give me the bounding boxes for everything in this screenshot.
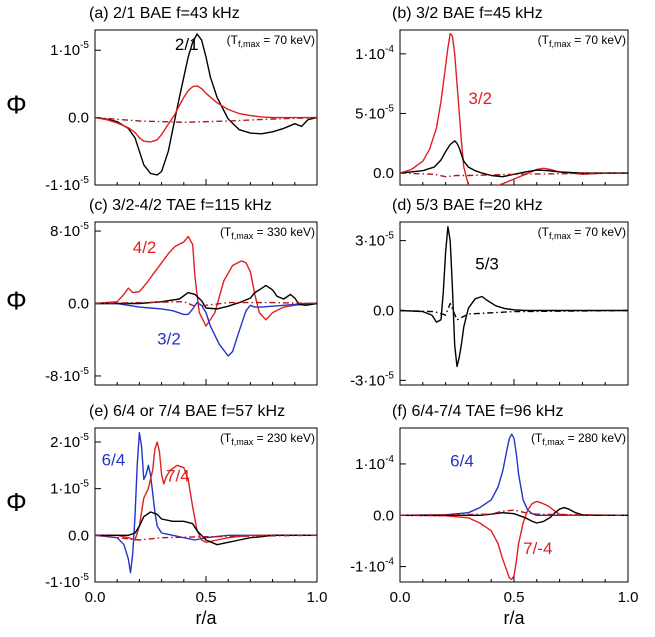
panel-d-y-tick-label: 3·10-5 [355, 231, 394, 250]
panel-d-y-tick-label: -3·10-5 [350, 370, 394, 389]
panel-e-ylabel: Φ [6, 487, 27, 517]
panel-b-subtitle: (Tf,max = 70 keV) [538, 33, 626, 49]
panel-c-y-tick-label: 8·10-5 [50, 221, 89, 240]
panel-e-series-line [95, 432, 317, 574]
panel-a-annotation: 2/1 [175, 35, 199, 54]
panel-e-annotation: 6/4 [102, 450, 126, 469]
panel-c-annotation: 3/2 [157, 329, 181, 348]
panel-b-frame [399, 29, 629, 186]
panel-f-annotation: 7/-4 [523, 539, 552, 558]
panel-c-ylabel: Φ [6, 286, 27, 316]
panel-d-annotation: 5/3 [475, 255, 499, 274]
panel-b-y-tick-label: 5·10-5 [355, 103, 394, 122]
panel-a-y-tick-label: 1·10-5 [50, 40, 89, 59]
panel-c-y-tick-label: -8·10-5 [45, 366, 89, 385]
panel-c-subtitle: (Tf,max = 330 keV) [220, 225, 315, 241]
panel-b-y-tick-label: 0.0 [373, 165, 394, 182]
panel-c: 8·10-5 0.0 -8·10-5 (c) 3/2-4/2 TAE f=115 kH… [6, 197, 318, 386]
panel-e-subtitle: (Tf,max = 230 keV) [220, 431, 315, 447]
panel-d-series-line [400, 225, 628, 368]
panel-f-subtitle: (Tf,max = 280 keV) [531, 431, 626, 447]
panel-b-title: (b) 3/2 BAE f=45 kHz [392, 5, 543, 22]
panel-a-series-line [95, 33, 317, 176]
panel-f-xlabel: r/a [503, 608, 525, 628]
panel-f-x-tick-label: 0.5 [504, 589, 525, 606]
panel-d-frame [399, 221, 629, 386]
panel-f-x-tick-label: 0.0 [390, 589, 411, 606]
panel-c-series-line [95, 301, 317, 357]
panel-e-series-line [95, 534, 317, 541]
panel-c-series-line [95, 301, 317, 307]
panel-f-x-tick-label: 1.0 [618, 589, 639, 606]
panel-b-series-line [400, 140, 628, 178]
panel-a-title: (a) 2/1 BAE f=43 kHz [89, 5, 240, 22]
panel-b-y-tick-label: 1·10-4 [355, 44, 394, 63]
panel-c-annotation: 4/2 [133, 238, 157, 257]
panel-e-series-line [95, 511, 317, 546]
panel-a: 1·10-5 0.0 -1·10-5 (a) 2/1 BAE f=43 kHz (Tf,… [6, 5, 318, 194]
panel-a-y-tick-label: -1·10-5 [45, 175, 89, 194]
panel-f-frame [399, 427, 629, 583]
panel-a-frame [94, 29, 318, 186]
panel-e-y-tick-label: 1·10-5 [50, 479, 89, 498]
panel-f-annotation: 6/4 [450, 452, 474, 471]
panel-d-series-line [400, 302, 628, 321]
panel-f-y-tick-label: 0.0 [373, 507, 394, 524]
panel-e: 2·10-51·10-50.0-1·10-50.0 0.5 1.0(e) 6/4 o… [6, 403, 327, 628]
panel-a-series-line [95, 85, 317, 143]
panel-e-y-tick-label: 2·10-5 [50, 432, 89, 451]
panel-b-series-line [400, 172, 628, 178]
panel-f: 1·10-4 0.0 -1·10-4 0.0 0.5 1.0 (f) 6/4-7/4 TAE… [350, 403, 638, 628]
panel-f-series-line [400, 433, 628, 516]
panel-b-annotation: 3/2 [468, 89, 492, 108]
panel-c-series-line [95, 284, 317, 310]
panel-e-x-tick-label: 0.0 [85, 589, 106, 606]
panel-f-series-line [400, 506, 628, 524]
panel-e-x-tick-label: 1.0 [307, 589, 328, 606]
panel-e-y-tick-label: 0.0 [68, 527, 89, 544]
panel-a-subtitle: (Tf,max = 70 keV) [227, 33, 315, 49]
panel-e-annotation: 7/4 [166, 467, 190, 486]
panel-b-series-line [400, 32, 628, 185]
panel-c-title: (c) 3/2-4/2 TAE f=115 kHz [89, 197, 272, 214]
panel-d-subtitle: (Tf,max = 70 keV) [538, 225, 626, 241]
panel-c-y-tick-label: 0.0 [68, 296, 89, 313]
panel-f-title: (f) 6/4-7/4 TAE f=96 kHz [392, 403, 563, 420]
panel-f-series-line [400, 509, 628, 516]
panel-e-title: (e) 6/4 or 7/4 BAE f=57 kHz [89, 403, 285, 420]
panel-a-series-line [95, 116, 317, 124]
panel-f-y-tick-label: 1·10-4 [355, 454, 394, 473]
panel-d: 3·10-5 0.0 -3·10-5 (d) 5/3 BAE f=20 kHz (Tf,… [350, 197, 629, 389]
panel-b: 1·10-4 5·10-5 0.0 (b) 3/2 BAE f=45 kHz (Tf,m… [355, 5, 629, 186]
panel-d-title: (d) 5/3 BAE f=20 kHz [392, 197, 543, 214]
panel-e-y-tick-label: -1·10-5 [45, 572, 89, 591]
panel-d-y-tick-label: 0.0 [373, 302, 394, 319]
panel-e-x-tick-label: 0.5 [196, 589, 217, 606]
panel-e-xlabel: r/a [195, 608, 217, 628]
panel-e-series-line [95, 441, 317, 543]
panel-a-ylabel: Φ [6, 90, 27, 120]
panel-a-y-tick-label: 0.0 [68, 110, 89, 127]
panel-f-y-tick-label: -1·10-4 [350, 557, 394, 576]
panel-c-series-line [95, 235, 317, 327]
